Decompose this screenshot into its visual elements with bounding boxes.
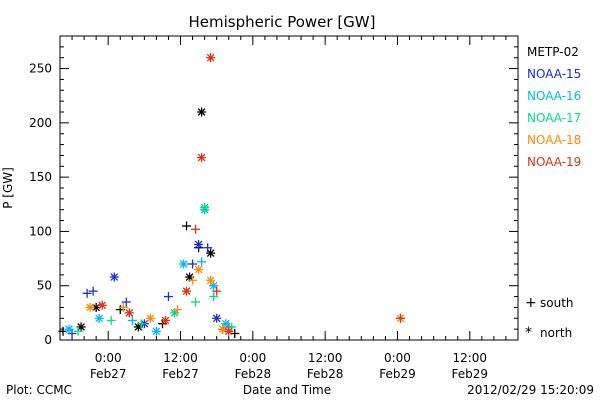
data-point-north: [76, 322, 86, 332]
data-point-north: [85, 302, 95, 312]
plot-timestamp: 2012/02/29 15:20:09: [467, 383, 594, 397]
data-point-south: [395, 313, 405, 323]
data-point-south: [118, 302, 128, 312]
data-point-north: [151, 326, 161, 336]
y-tick-label: 250: [29, 62, 52, 76]
data-point-north: [224, 326, 234, 336]
data-point-south: [163, 292, 173, 302]
data-point-north: [182, 286, 192, 296]
legend-item: NOAA-16: [527, 89, 581, 103]
data-point-north: [197, 107, 207, 117]
data-point-south: [191, 297, 201, 307]
data-point-north: [206, 248, 216, 258]
data-point-south: [106, 315, 116, 325]
x-tick-label-time: 12:00: [308, 351, 343, 365]
y-tick-label: 0: [44, 333, 52, 347]
data-point-north: [94, 313, 104, 323]
data-point-north: [200, 203, 210, 213]
chart-title: Hemispheric Power [GW]: [189, 13, 376, 31]
data-point-north: [97, 300, 107, 310]
data-point-north: [160, 315, 170, 325]
x-tick-label-date: Feb29: [452, 367, 489, 381]
data-point-north: [185, 272, 195, 282]
plot-area-frame: [59, 35, 519, 341]
data-point-north: [212, 313, 222, 323]
legend-item: NOAA-17: [527, 111, 581, 125]
series-noaa-19: [97, 53, 405, 336]
data-point-south: [73, 326, 83, 336]
data-point-south: [203, 243, 213, 253]
data-point-north: [145, 313, 155, 323]
x-tick-label-date: Feb29: [379, 367, 416, 381]
data-point-south: [182, 221, 192, 231]
data-point-south: [136, 319, 146, 329]
y-axis-label: P [GW]: [1, 167, 15, 209]
series-noaa-17: [73, 203, 237, 336]
x-tick-label-time: 0:00: [95, 351, 122, 365]
x-tick-label-time: 12:00: [452, 351, 487, 365]
north-star-icon: *: [525, 325, 532, 341]
x-axis: 0:00 Feb27 12:00 Feb27 0:00 Feb28 12:00 Feb28 0:…: [59, 36, 519, 381]
y-tick-label: 100: [29, 224, 52, 238]
data-point-south: [212, 286, 222, 296]
x-tick-label-date: Feb27: [90, 367, 127, 381]
x-tick-label-date: Feb28: [235, 367, 272, 381]
x-tick-label-time: 0:00: [384, 351, 411, 365]
data-point-south: [209, 292, 219, 302]
data-point-north: [206, 53, 216, 63]
hemisphere-legend-label: south: [540, 296, 574, 310]
x-tick-label-date: Feb28: [307, 367, 344, 381]
data-point-south: [191, 224, 201, 234]
data-point-south: [88, 286, 98, 296]
x-tick-label-date: Feb27: [162, 367, 199, 381]
plot-credit: Plot: CCMC: [6, 383, 72, 397]
data-point-south: [127, 315, 137, 325]
data-point-north: [194, 264, 204, 274]
data-point-north: [206, 275, 216, 285]
legend-item: METP-02: [527, 45, 579, 59]
south-plus-icon: +: [525, 295, 537, 311]
data-point-north: [109, 272, 119, 282]
data-points: [58, 53, 405, 338]
y-axis: 0 50 100 150 200 250: [29, 35, 518, 347]
series-metp-02: [58, 107, 240, 338]
y-tick-label: 150: [29, 170, 52, 184]
legend-item: NOAA-19: [527, 155, 581, 169]
series-noaa-18: [85, 264, 405, 334]
legend-item: NOAA-18: [527, 133, 581, 147]
hemisphere-legend: + south * north: [525, 295, 574, 341]
y-tick-label: 200: [29, 116, 52, 130]
data-point-south: [197, 257, 207, 267]
legend-item: NOAA-15: [527, 67, 581, 81]
data-point-south: [173, 305, 183, 315]
y-tick-label: 50: [37, 279, 52, 293]
data-point-south: [82, 288, 92, 298]
x-tick-label-time: 0:00: [239, 351, 266, 365]
x-axis-label: Date and Time: [243, 383, 331, 397]
data-point-north: [197, 153, 207, 163]
data-point-north: [64, 324, 74, 334]
data-point-north: [194, 239, 204, 249]
series-legend: METP-02 NOAA-15 NOAA-16 NOAA-17 NOAA-18 NOAA-…: [527, 45, 581, 169]
data-point-south: [188, 259, 198, 269]
data-point-north: [124, 308, 134, 318]
data-point-south: [121, 297, 131, 307]
data-point-south: [188, 275, 198, 285]
series-noaa-16: [64, 205, 231, 336]
hemisphere-legend-label: north: [540, 326, 572, 340]
x-tick-label-time: 12:00: [163, 351, 198, 365]
data-point-north: [179, 259, 189, 269]
